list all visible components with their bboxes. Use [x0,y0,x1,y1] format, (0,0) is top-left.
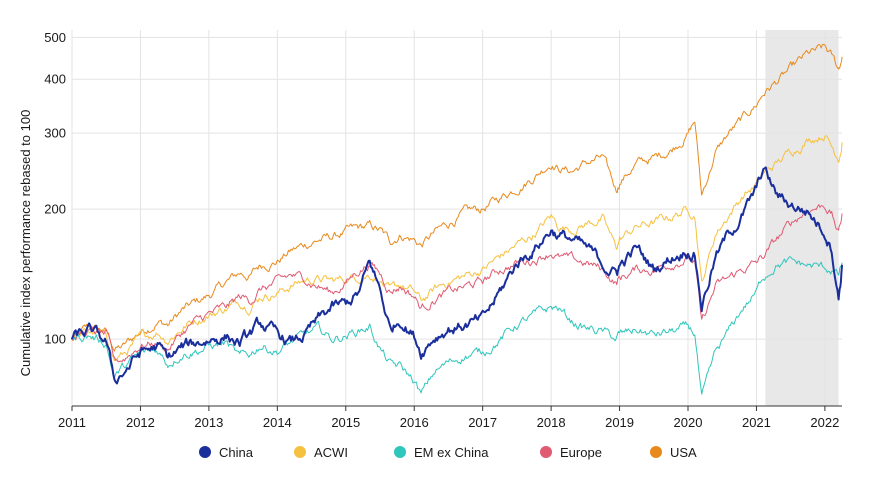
x-tick-label: 2012 [126,415,155,430]
legend-swatch [294,446,306,458]
x-tick-label: 2011 [58,415,86,430]
series-lines [71,43,843,395]
legend-item-acwi: ACWI [294,445,348,460]
legend-item-europe: Europe [540,445,602,460]
series-line-china [71,166,843,385]
x-tick-label: 2013 [194,415,223,430]
series-line-usa [71,43,843,352]
legend-swatch [394,446,406,458]
gridlines [71,30,842,406]
y-tick-label: 200 [44,202,66,217]
axis-ticks: 2011 2012 2013 2014 2015 2016 2017 2018 2019 2020… [44,30,839,430]
series-line-acwi [71,135,843,362]
legend-swatch [199,446,211,458]
y-tick-label: 400 [44,72,66,87]
legend-swatch [540,446,552,458]
legend-item-china: China [199,445,254,460]
x-tick-label: 2020 [674,415,703,430]
x-tick-label: 2017 [468,415,497,430]
legend-swatch [650,446,662,458]
x-tick-label: 2018 [537,415,566,430]
series-line-europe [71,204,843,363]
x-tick-label: 2022 [810,415,839,430]
legend-label: China [219,445,254,460]
x-tick-label: 2021 [742,415,771,430]
y-tick-label: 300 [44,126,66,141]
legend-label: Europe [560,445,602,460]
legend-label: EM ex China [414,445,489,460]
legend-label: ACWI [314,445,348,460]
y-axis-title: Cumulative index performance rebased to … [18,110,33,377]
series-line-em-ex-china [71,256,843,395]
x-tick-label: 2014 [263,415,292,430]
legend-item-em-ex-china: EM ex China [394,445,489,460]
x-tick-label: 2016 [400,415,429,430]
legend-item-usa: USA [650,445,697,460]
x-tick-label: 2015 [331,415,360,430]
x-tick-label: 2019 [605,415,634,430]
legend: China ACWI EM ex China Europe USA [199,445,697,460]
legend-label: USA [670,445,697,460]
y-tick-label: 500 [44,30,66,45]
y-tick-label: 100 [44,332,66,347]
